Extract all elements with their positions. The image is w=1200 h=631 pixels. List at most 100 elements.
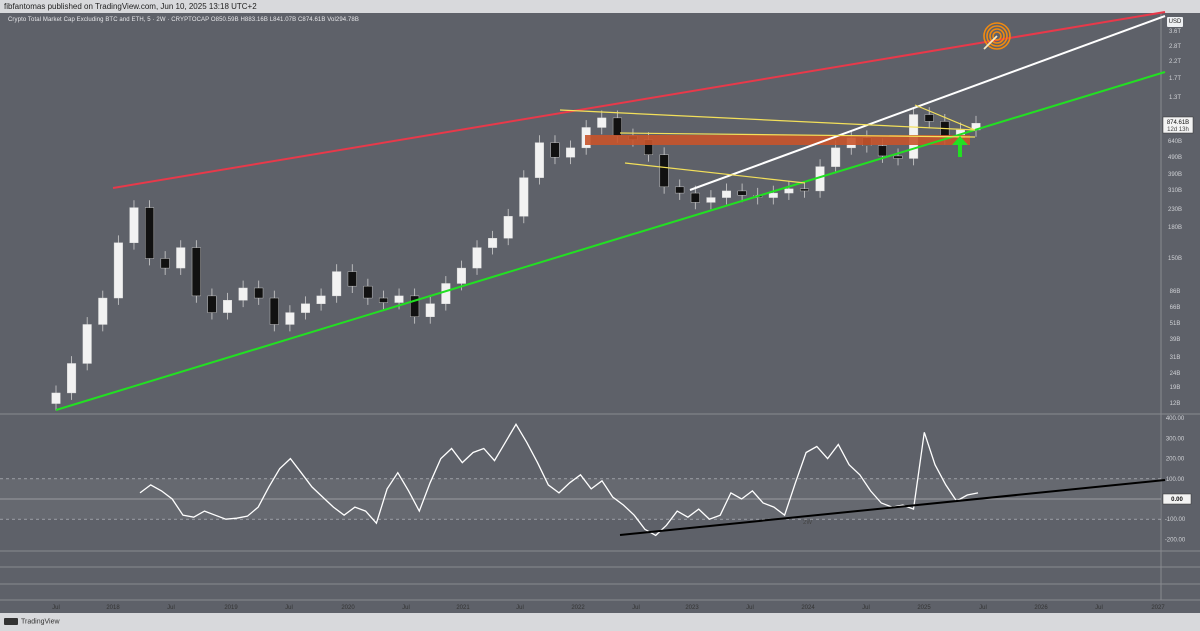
target-icon xyxy=(983,22,1011,50)
candle-body xyxy=(285,312,295,325)
candle-body xyxy=(831,147,841,167)
candle-body xyxy=(675,186,685,194)
target-ring xyxy=(986,25,1008,47)
axes: 12B 19B 24B 31B 39B 51B 66B 86B 150B 180B 230B 310B… xyxy=(52,29,1194,611)
candle-body xyxy=(113,242,123,299)
time-tick-label: 2027 xyxy=(1151,605,1165,611)
osc-last-label: 0.00 xyxy=(1171,497,1183,503)
osc-tick-label: 300.00 xyxy=(1166,436,1185,442)
candle-body xyxy=(893,155,903,159)
candle-body xyxy=(269,297,279,325)
time-tick-label: Jul xyxy=(402,605,410,611)
candle-body xyxy=(51,392,61,404)
price-tick-label: 3.6T xyxy=(1169,29,1181,35)
price-tick-label: 2.8T xyxy=(1169,44,1181,50)
price-tick-label: 19B xyxy=(1170,385,1181,391)
candle-body xyxy=(98,297,108,325)
time-tick-label: 2022 xyxy=(571,605,585,611)
currency-badge[interactable]: USD xyxy=(1167,17,1183,27)
price-tick-label: 640B xyxy=(1168,139,1182,145)
time-tick-label: Jul xyxy=(862,605,870,611)
channel-midline xyxy=(689,15,1166,191)
time-tick-label: 2023 xyxy=(685,605,699,611)
candle-body xyxy=(301,303,310,313)
time-tick-label: 2020 xyxy=(341,605,355,611)
time-tick-label: Jul xyxy=(52,605,60,611)
candle-body xyxy=(503,216,513,239)
osc-tick-label: 400.00 xyxy=(1166,416,1185,422)
candle-body xyxy=(332,271,342,297)
time-tick-label: Jul xyxy=(632,605,640,611)
osc-tick-label: 200.00 xyxy=(1166,457,1185,463)
price-tick-label: 180B xyxy=(1168,225,1182,231)
target-ring xyxy=(989,28,1005,44)
candle-body xyxy=(82,324,92,364)
price-tick-label: 39B xyxy=(1170,337,1181,343)
tradingview-footer: TradingView xyxy=(4,618,60,625)
time-tick-label: Jul xyxy=(979,605,987,611)
price-tick-label: 230B xyxy=(1168,207,1182,213)
price-tick-label: 310B xyxy=(1168,188,1182,194)
triangle-lower xyxy=(624,162,806,184)
candle-body xyxy=(67,363,77,394)
candle-body xyxy=(924,114,934,122)
candle-body xyxy=(191,247,201,297)
osc-tick-label: -200.00 xyxy=(1165,537,1186,543)
candle-body xyxy=(550,142,560,158)
time-tick-label: 2019 xyxy=(224,605,238,611)
last-price-badge xyxy=(1162,116,1194,134)
time-tick-label: Jul xyxy=(746,605,754,611)
osc-trendline xyxy=(619,479,1166,536)
support-trendline xyxy=(55,71,1166,411)
publisher-line: fibfantomas published on TradingView.com… xyxy=(4,2,257,11)
time-tick-label: Jul xyxy=(1095,605,1103,611)
price-tick-label: 1.7T xyxy=(1169,76,1181,82)
candle-body xyxy=(316,295,326,304)
candle-body xyxy=(799,188,809,192)
candle-body xyxy=(378,297,388,303)
time-tick-label: 2025 xyxy=(917,605,931,611)
candle-body xyxy=(207,295,217,313)
target-arrow xyxy=(983,35,998,50)
tradingview-brand: TradingView xyxy=(21,618,60,626)
price-tick-label: 390B xyxy=(1168,172,1182,178)
triangle-upper xyxy=(559,109,976,131)
time-tick-label: 2026 xyxy=(1034,605,1048,611)
candle-body xyxy=(659,154,669,188)
oscillator-pane: 2W xyxy=(0,423,1166,537)
price-tick-label: 1.3T xyxy=(1169,95,1181,101)
candle-body xyxy=(394,295,404,303)
wedge-upper xyxy=(914,104,976,131)
symbol-info: Crypto Total Market Cap Excluding BTC an… xyxy=(8,17,359,23)
osc-line xyxy=(139,423,979,537)
candle-body xyxy=(425,303,435,317)
candle-body xyxy=(363,285,373,299)
candle-body xyxy=(472,247,482,269)
candle-body xyxy=(410,295,420,317)
candle-body xyxy=(737,190,747,196)
price-pane xyxy=(51,11,1166,411)
osc-tick-label: 100.00 xyxy=(1166,477,1185,483)
osc-last-badge xyxy=(1162,493,1192,505)
candle-body xyxy=(690,192,700,203)
time-tick-label: Jul xyxy=(285,605,293,611)
candle-body xyxy=(347,271,357,287)
candle-body xyxy=(597,117,607,128)
candle-body xyxy=(176,247,186,269)
candle-body xyxy=(145,207,155,259)
candle-body xyxy=(722,190,731,198)
candle-body xyxy=(519,177,529,217)
last-price-label: 874.61B xyxy=(1167,120,1189,126)
price-tick-label: 12B xyxy=(1170,401,1181,407)
time-tick-label: 2021 xyxy=(456,605,470,611)
candle-body xyxy=(877,145,887,157)
candle-body xyxy=(768,192,778,198)
price-tick-label: 150B xyxy=(1168,256,1182,262)
candle-body xyxy=(706,197,716,203)
osc-tick-label: -100.00 xyxy=(1165,517,1186,523)
candle-body xyxy=(534,142,544,178)
candle-body xyxy=(223,300,233,313)
candle-body xyxy=(238,287,248,301)
